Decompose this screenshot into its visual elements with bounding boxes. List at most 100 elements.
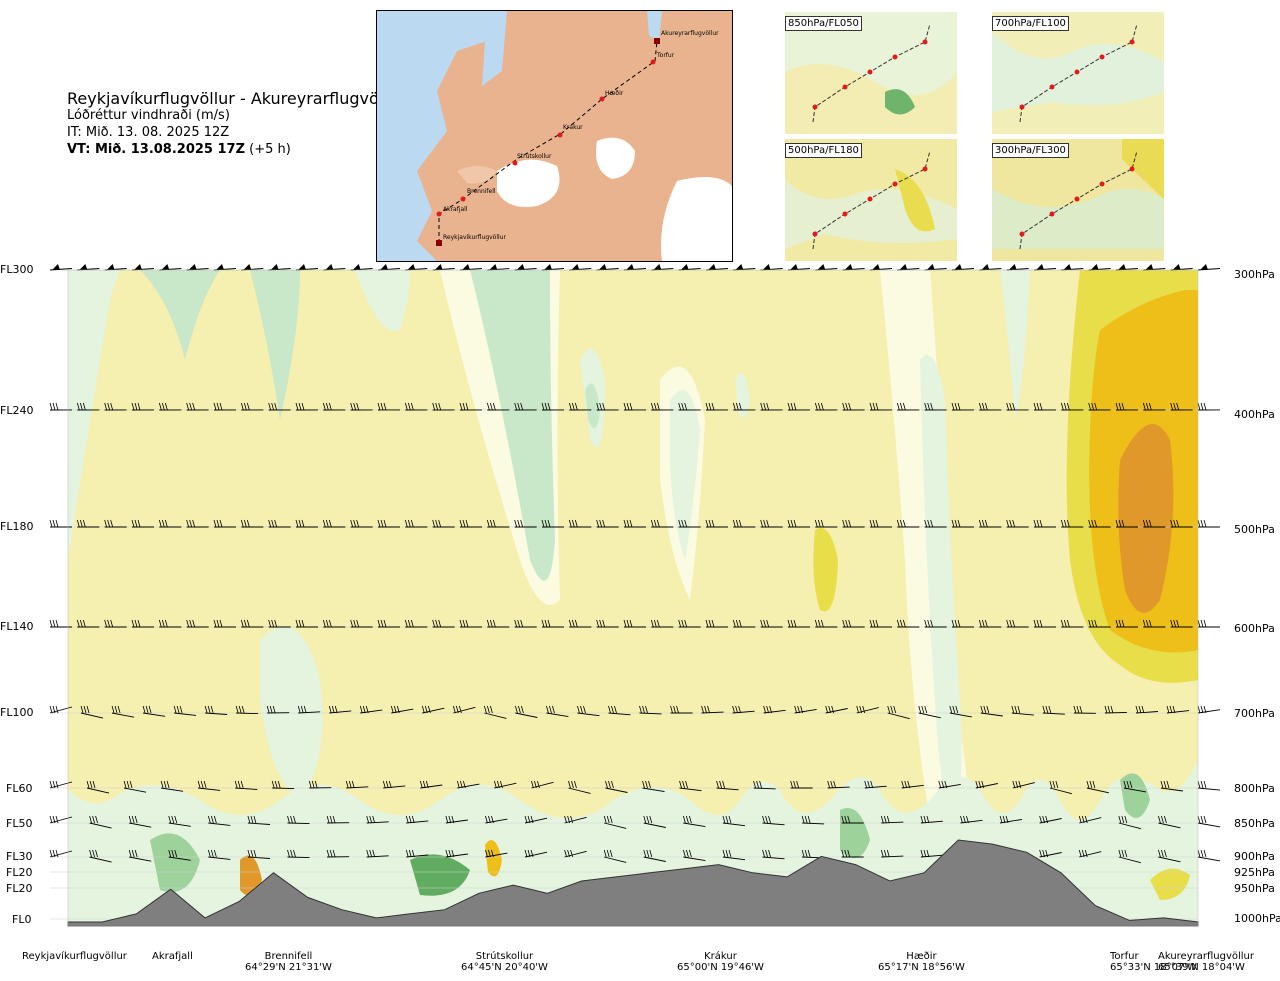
map-label-strutskollur: Strútskollur [517,153,552,160]
waypoint-krakur-marker [557,132,563,138]
wind-barb [705,619,728,628]
wind-barb [920,815,943,824]
wind-barb [159,264,182,271]
glacier-langjokull [497,159,560,207]
map-label-torfur: Torfur [656,52,675,59]
wind-barb [1060,519,1084,528]
wind-barb [1197,849,1221,862]
wind-barb [49,849,73,858]
fl-label: FL100 [0,706,34,719]
wind-barb [1088,402,1111,411]
wind-barb [128,849,152,862]
fl-label: FL0 [12,913,32,926]
wind-barb [514,264,537,271]
wind-barb [350,619,373,628]
wind-barb [722,815,746,827]
wind-barb [266,705,290,714]
wind-barb [1078,849,1102,858]
wind-barb [651,264,674,271]
fl-label: FL180 [0,520,34,533]
wind-barb [49,705,73,714]
wind-barb [1170,619,1193,628]
wind-barb [268,402,291,411]
wind-barb [1170,402,1193,411]
wind-barb [158,402,182,411]
wind-barb [1104,705,1127,714]
field-up-zone-2 [840,808,870,858]
wind-barb [1142,619,1166,628]
station-label: Krákur 65°00'N 19°46'W [677,951,764,973]
wind-barb [452,705,476,714]
wind-barb [701,705,724,714]
wind-barb [77,264,100,271]
thumbnail-500hpa[interactable]: 500hPa/FL180 [785,139,957,261]
hpa-label: 800hPa [1234,782,1275,795]
wind-barb [1060,402,1084,411]
wind-barb [1088,264,1111,271]
wind-barb [104,519,127,528]
wind-barb [564,849,587,858]
vertical-velocity-field [68,270,1198,926]
wind-barb [1118,815,1141,830]
wind-barb [924,264,947,271]
wind-barb [564,815,587,824]
wind-barb [1115,619,1138,628]
valid-time: VT: Mið. 13.08.2025 17Z (+5 h) [67,141,404,158]
wind-barb [541,264,565,271]
wind-barb [459,402,483,411]
wind-barb [980,705,1003,717]
wind-barb [295,519,318,528]
station-label: Akrafjall [152,951,193,962]
wind-barb [1197,519,1220,528]
wind-barb [1135,705,1158,714]
wind-barb [287,849,310,859]
wind-barbs [49,264,1221,864]
wind-barb [1197,780,1221,791]
field-near-zero-zone [660,366,705,600]
field-strong-up-zone [410,854,470,896]
wind-barb [322,402,346,411]
wind-barb [869,264,893,271]
wind-barb [328,705,352,714]
wind-barb [382,780,406,789]
wind-barb [732,402,756,411]
wind-barb [732,619,756,628]
wind-barb [880,815,904,824]
wind-barb [1197,705,1221,714]
glacier-vatnajokull [661,177,732,261]
wind-barb [131,402,155,411]
wind-barb [705,264,729,271]
wind-barb [160,780,184,792]
wind-barb [1123,780,1147,793]
wind-barb [1039,815,1062,824]
station-label: Hæðir 65°17'N 18°56'W [878,951,965,973]
thumbnail-300hpa[interactable]: 300hPa/FL300 [992,139,1164,261]
field-weak-up-zone [735,373,750,418]
field-up-zone [140,270,220,360]
wind-barb [1033,402,1057,411]
wind-barb [432,264,455,271]
field-background-weak-down [68,270,1198,926]
thumbnail-850hpa-label: 850hPa/FL050 [785,16,862,31]
wind-barb [825,705,848,714]
thumbnail-850hpa[interactable]: 850hPa/FL050 [785,12,957,134]
wind-barb [869,619,892,628]
wind-barb [949,705,972,718]
wind-barb [732,519,756,528]
wind-barb [268,264,291,271]
hpa-label: 300hPa [1234,268,1275,281]
wind-barb [887,705,910,720]
wind-barb [1039,849,1062,858]
wind-barb [514,519,537,528]
wind-barb [1142,519,1166,528]
wind-barb [1060,619,1084,628]
wind-barb [787,264,811,271]
wind-barb [924,402,947,411]
wind-barb [901,780,924,789]
wind-barb [880,849,904,858]
wind-barb [951,619,974,628]
thumbnail-700hpa[interactable]: 700hPa/FL100 [992,12,1164,134]
wind-barb [670,705,693,714]
wind-barb [678,402,701,411]
valid-time-main: VT: Mið. 13.08.2025 17Z [67,142,246,157]
